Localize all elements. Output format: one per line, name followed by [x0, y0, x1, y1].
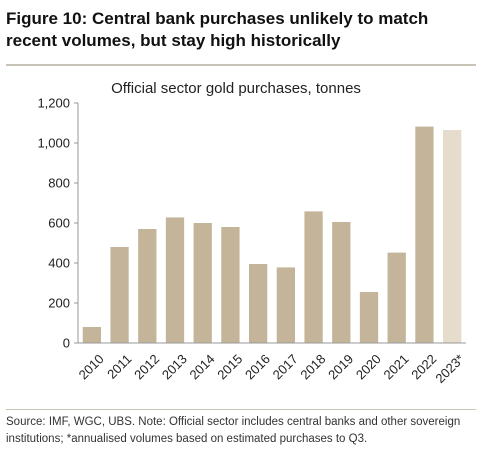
bar-2021	[387, 252, 406, 343]
bar-2014	[193, 223, 212, 343]
x-tick-label: 2013	[159, 351, 190, 382]
bar-2023-est	[442, 130, 462, 343]
bar-2018	[304, 211, 323, 343]
y-axis: 0 200 400 600 800 1,000 1,200	[37, 96, 79, 351]
bar-chart: Official sector gold purchases, tonnes 0…	[37, 80, 467, 386]
y-tick-label: 1,000	[37, 136, 70, 151]
x-tick-label: 2016	[242, 351, 273, 382]
x-axis: 2010201120122013201420152016201720182019…	[76, 342, 467, 386]
bar-2013	[165, 217, 185, 343]
bar-2020	[359, 292, 379, 343]
x-tick-label: 2012	[131, 351, 162, 382]
y-tick: 800	[48, 176, 78, 191]
bar-2019	[332, 222, 351, 343]
bar-2017	[276, 267, 296, 343]
figure-title: Figure 10: Central bank purchases unlike…	[6, 9, 429, 50]
y-tick: 1,200	[37, 96, 78, 111]
y-tick: 400	[48, 256, 78, 271]
y-tick-label: 200	[48, 296, 70, 311]
x-tick-label: 2014	[187, 351, 218, 382]
x-tick-label: 2019	[325, 351, 356, 382]
x-tick-label: 2011	[104, 351, 134, 381]
x-tick-label: 2017	[270, 351, 301, 382]
y-tick-label: 400	[48, 256, 70, 271]
bar-2015	[221, 227, 240, 343]
bar-2016	[248, 264, 268, 343]
bar-2022	[415, 126, 434, 343]
x-tick-label: 2015	[214, 351, 245, 382]
bar-2012	[138, 229, 157, 343]
y-tick: 1,000	[37, 136, 78, 151]
bar-2011	[110, 247, 129, 343]
x-tick-label: 2020	[353, 351, 384, 382]
x-tick-label: 2023*	[432, 351, 467, 386]
y-tick-label: 800	[48, 176, 70, 191]
y-tick-label: 1,200	[37, 96, 70, 111]
x-tick-label: 2010	[76, 351, 107, 382]
y-tick-label: 0	[63, 336, 70, 351]
y-tick: 600	[48, 216, 78, 231]
figure-source: Source: IMF, WGC, UBS. Note: Official se…	[6, 416, 461, 445]
y-tick: 0	[63, 336, 78, 351]
source-divider	[6, 409, 476, 410]
x-tick-label: 2021	[381, 351, 412, 382]
chart-title: Official sector gold purchases, tonnes	[111, 80, 361, 97]
y-tick: 200	[48, 296, 78, 311]
y-tick-label: 600	[48, 216, 70, 231]
title-divider	[6, 64, 476, 66]
bars	[82, 126, 462, 343]
x-tick-label: 2018	[297, 351, 328, 382]
bar-2010	[82, 327, 102, 343]
